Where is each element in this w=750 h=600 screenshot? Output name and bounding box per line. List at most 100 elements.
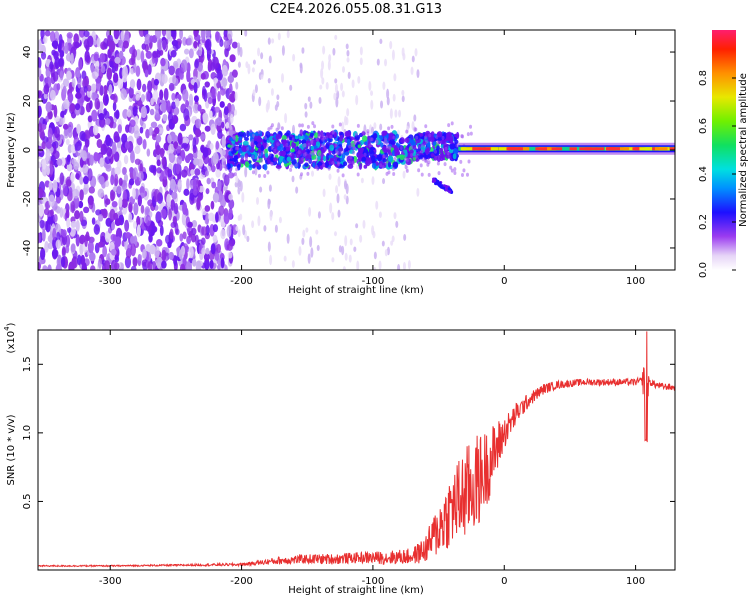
- snr-y-label: SNR (10 * v/v): [6, 414, 17, 485]
- heatmap-cell: [79, 243, 84, 256]
- heatmap-cell: [254, 84, 258, 94]
- heatmap-cell: [162, 169, 168, 180]
- heatmap-cell: [162, 114, 168, 122]
- heatmap-cell: [300, 172, 304, 177]
- heatmap-cell: [44, 30, 51, 37]
- heatmap-cell: [398, 109, 402, 118]
- heatmap-cell: [341, 121, 345, 131]
- heatmap-cell: [74, 103, 81, 111]
- heatmap-cell: [175, 98, 180, 107]
- heatmap-cell: [244, 136, 249, 142]
- heatmap-cell: [59, 117, 64, 126]
- heatmap-cell: [126, 109, 132, 118]
- heatmap-cell: [401, 89, 405, 96]
- heatmap-cell: [363, 164, 368, 169]
- heatmap-cell: [102, 245, 108, 258]
- heatmap-cell: [334, 78, 338, 84]
- heatmap-cell: [344, 252, 348, 261]
- heatmap-cell: [386, 88, 390, 99]
- heatmap-cell: [155, 108, 160, 118]
- heatmap-cell: [439, 147, 444, 154]
- spectrogram-y-ticks: -40 -20 0 20 40: [22, 46, 675, 256]
- y-tick-label: 20: [22, 95, 33, 108]
- heatmap-cell: [147, 64, 152, 75]
- heatmap-cell: [140, 50, 145, 64]
- heatmap-cell: [159, 147, 165, 158]
- heatmap-cell: [155, 211, 162, 224]
- heatmap-cell: [134, 158, 141, 165]
- heatmap-cell: [315, 141, 321, 147]
- heatmap-cell: [388, 146, 392, 151]
- heatmap-cell: [267, 241, 271, 252]
- heatmap-cell: [306, 171, 310, 176]
- heatmap-cell: [381, 130, 387, 137]
- heatmap-cell: [179, 263, 186, 270]
- heatmap-cell: [419, 163, 423, 168]
- heatmap-cell: [270, 161, 274, 166]
- heatmap-cell: [435, 135, 439, 140]
- heatmap-cell: [132, 48, 138, 58]
- heatmap-cell: [365, 160, 371, 167]
- heatmap-cell: [109, 60, 114, 68]
- heatmap-cell: [351, 160, 355, 165]
- heatmap-cell: [260, 52, 264, 60]
- heatmap-cell: [322, 155, 327, 162]
- heatmap-cell: [299, 129, 303, 134]
- heatmap-cell: [267, 127, 271, 132]
- heatmap-cell: [387, 170, 391, 175]
- heatmap-cell: [221, 149, 226, 156]
- carrier-hot-cell: [605, 147, 614, 151]
- heatmap-cell: [264, 136, 268, 141]
- heatmap-cell: [205, 188, 210, 195]
- heatmap-cell: [410, 153, 414, 158]
- heatmap-cell: [334, 143, 338, 148]
- heatmap-cell: [256, 156, 260, 161]
- heatmap-cell: [372, 230, 376, 239]
- heatmap-cell: [421, 157, 425, 162]
- heatmap-cell: [114, 56, 121, 64]
- heatmap-cell: [289, 167, 293, 172]
- heatmap-cell: [142, 83, 147, 93]
- heatmap-cell: [110, 248, 117, 256]
- heatmap-cell: [249, 164, 253, 168]
- heatmap-cell: [291, 175, 295, 183]
- heatmap-cell: [161, 157, 166, 166]
- heatmap-cell: [226, 127, 230, 132]
- heatmap-cell: [186, 69, 191, 83]
- heatmap-cell: [362, 219, 366, 229]
- heatmap-cell: [84, 234, 88, 248]
- heatmap-cell: [372, 133, 378, 139]
- heatmap-cell: [75, 220, 80, 232]
- heatmap-cell: [361, 130, 365, 135]
- heatmap-cell: [87, 240, 94, 254]
- heatmap-cell: [137, 170, 144, 182]
- heatmap-cell: [118, 50, 124, 59]
- heatmap-cell: [319, 84, 323, 90]
- heatmap-cell: [201, 247, 206, 256]
- heatmap-cell: [155, 144, 161, 156]
- heatmap-cell: [120, 88, 127, 100]
- heatmap-cell: [329, 202, 333, 214]
- heatmap-cell: [424, 135, 428, 140]
- heatmap-cell: [404, 165, 408, 170]
- heatmap-cell: [424, 124, 428, 129]
- heatmap-cell: [220, 121, 225, 129]
- heatmap-cell: [307, 96, 311, 102]
- heatmap-cell: [359, 46, 363, 56]
- heatmap-cell: [379, 38, 383, 44]
- heatmap-cell: [373, 266, 377, 270]
- heatmap-cell: [277, 123, 281, 130]
- heatmap-cell: [117, 124, 122, 134]
- heatmap-cell: [370, 137, 374, 142]
- heatmap-cell: [262, 150, 266, 155]
- heatmap-cell: [113, 30, 120, 40]
- heatmap-cell: [139, 126, 144, 134]
- carrier-hot-cell: [482, 147, 491, 151]
- heatmap-cell: [356, 260, 360, 270]
- y-tick-label: 1.5: [22, 356, 33, 372]
- heatmap-cell: [339, 134, 344, 142]
- heatmap-cell: [379, 163, 383, 168]
- heatmap-cell: [128, 178, 135, 186]
- heatmap-cell: [427, 172, 431, 177]
